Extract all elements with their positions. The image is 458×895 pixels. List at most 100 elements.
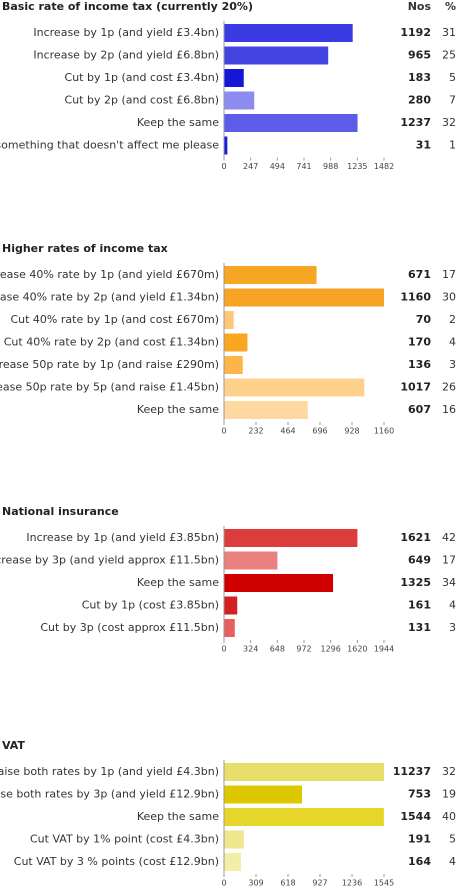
bar <box>224 69 244 87</box>
bar <box>224 333 248 352</box>
nos-value: 11237 <box>393 765 431 778</box>
x-tick-label: 232 <box>248 427 263 436</box>
x-tick-label: 988 <box>323 162 338 171</box>
percent-value: 5 <box>449 71 456 84</box>
percent-value: 42 <box>442 531 456 544</box>
bars <box>224 763 384 871</box>
percent-value: 7 <box>449 94 456 107</box>
category-label: Cut VAT by 1% point (cost £4.3bn) <box>30 833 219 846</box>
nos-value: 649 <box>408 554 431 567</box>
category-label: Increase 50p rate by 1p (and raise £290m… <box>0 358 219 371</box>
percent-value: 16 <box>442 403 456 416</box>
x-tick-label: 494 <box>270 162 285 171</box>
percent-value: 19 <box>442 788 456 801</box>
nos-value: 671 <box>408 268 431 281</box>
bar <box>224 401 308 419</box>
bars <box>224 529 358 637</box>
percent-value: 26 <box>442 381 456 394</box>
bar <box>224 785 302 804</box>
nos-value: 753 <box>408 788 431 801</box>
category-label: Cut by 2p (and cost £6.8bn) <box>65 94 219 107</box>
x-tick-label: 1944 <box>374 645 394 654</box>
nos-value: 965 <box>408 49 431 62</box>
bar <box>224 808 384 826</box>
percent-value: 3 <box>449 621 456 634</box>
nos-value: 1237 <box>400 116 431 129</box>
x-tick-label: 696 <box>312 427 327 436</box>
category-label: Cut by 1p (and cost £3.4bn) <box>65 71 219 84</box>
x-tick-label: 928 <box>344 427 359 436</box>
nos-value: 280 <box>408 94 431 107</box>
bar <box>224 574 334 592</box>
percent-value: 34 <box>442 576 456 589</box>
category-label: Cut by 3p (cost approx £11.5bn) <box>40 621 219 634</box>
x-tick-label: 1482 <box>374 162 394 171</box>
chart-title: Higher rates of income tax <box>2 242 168 255</box>
percent-value: 4 <box>449 855 456 868</box>
bar <box>224 266 317 284</box>
percent-value: 17 <box>442 554 456 567</box>
x-tick-label: 0 <box>221 879 226 888</box>
percent-value: 2 <box>449 313 456 326</box>
chart-title: Basic rate of income tax (currently 20%) <box>2 0 253 13</box>
category-label: Increase 50p rate by 5p (and raise £1.45… <box>0 381 219 394</box>
bar <box>224 619 235 637</box>
nos-value: 164 <box>408 855 431 868</box>
category-label: Keep the same <box>137 403 219 416</box>
nos-value: 136 <box>408 358 431 371</box>
chart-title: National insurance <box>2 505 119 518</box>
nos-value: 70 <box>416 313 432 326</box>
category-label: Increase by 1p (and yield £3.85bn) <box>26 531 219 544</box>
category-label: Cut VAT by 3 % points (cost £12.9bn) <box>14 855 219 868</box>
percent-header: % <box>445 0 456 13</box>
x-tick-label: 309 <box>248 879 263 888</box>
chart-title: VAT <box>2 739 25 752</box>
category-label: Increase by 2p (and yield £6.8bn) <box>33 49 219 62</box>
nos-value: 607 <box>408 403 431 416</box>
category-label: Increase 40% rate by 2p (and yield £1.34… <box>0 291 219 304</box>
category-label: Increase 40% rate by 1p (and yield £670m… <box>0 268 219 281</box>
bars <box>224 24 358 155</box>
category-label: Raise both rates by 1p (and yield £4.3bn… <box>0 765 219 778</box>
percent-value: 40 <box>442 810 456 823</box>
x-tick-label: 0 <box>221 427 226 436</box>
nos-value: 1325 <box>400 576 431 589</box>
nos-value: 1544 <box>400 810 431 823</box>
x-tick-label: 0 <box>221 162 226 171</box>
bar <box>224 551 278 570</box>
bar <box>224 830 244 849</box>
nos-value: 31 <box>416 139 431 152</box>
percent-value: 1 <box>449 139 456 152</box>
percent-value: 4 <box>449 599 456 612</box>
percent-value: 32 <box>442 765 456 778</box>
x-tick-label: 1235 <box>347 162 367 171</box>
nos-value: 131 <box>408 621 431 634</box>
category-label: Cut 40% rate by 1p (and cost £670m) <box>10 313 219 326</box>
nos-value: 1192 <box>400 26 431 39</box>
bars <box>224 266 384 419</box>
category-label: Increase by 1p (and yield £3.4bn) <box>33 26 219 39</box>
bar <box>224 529 358 547</box>
percent-value: 31 <box>442 26 456 39</box>
x-tick-label: 1236 <box>342 879 362 888</box>
bar <box>224 136 228 155</box>
x-tick-label: 927 <box>312 879 327 888</box>
bar <box>224 311 234 329</box>
category-label: Do something that doesn't affect me plea… <box>0 139 219 152</box>
x-tick-label: 464 <box>280 427 295 436</box>
x-tick-label: 972 <box>296 645 311 654</box>
x-tick-label: 324 <box>243 645 258 654</box>
percent-value: 25 <box>442 49 456 62</box>
bar <box>224 288 384 307</box>
category-label: Cut 40% rate by 2p (and cost £1.34bn) <box>4 336 219 349</box>
bar <box>224 46 329 65</box>
x-tick-label: 741 <box>296 162 311 171</box>
category-label: Keep the same <box>137 116 219 129</box>
percent-value: 17 <box>442 268 456 281</box>
x-tick-label: 0 <box>221 645 226 654</box>
x-tick-label: 1296 <box>320 645 340 654</box>
nos-value: 161 <box>408 599 431 612</box>
nos-value: 183 <box>408 71 431 84</box>
category-label: Increase by 3p (and yield approx £11.5bn… <box>0 554 219 567</box>
x-tick-label: 618 <box>280 879 295 888</box>
